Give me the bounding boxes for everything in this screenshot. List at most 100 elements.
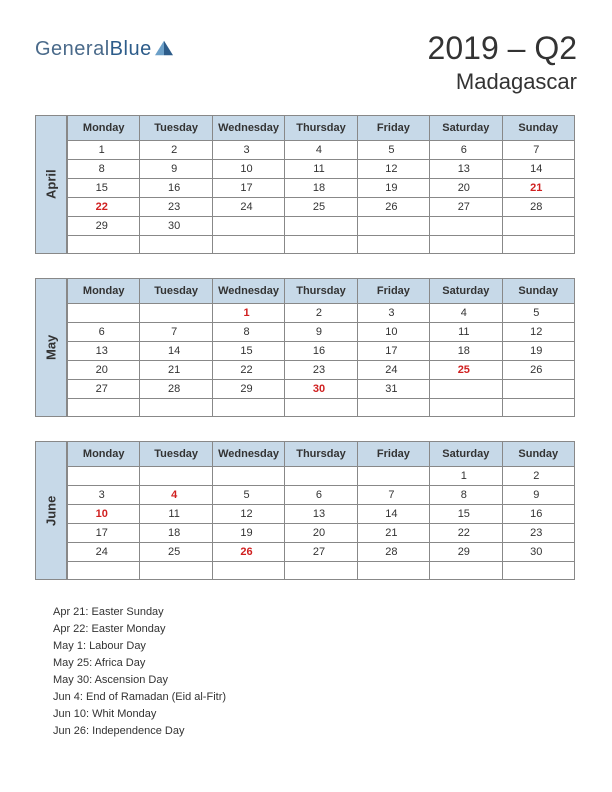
calendar-cell: 10 xyxy=(68,505,140,524)
calendar-cell xyxy=(430,562,502,580)
calendar-cell: 20 xyxy=(68,361,140,380)
calendar-cell: 19 xyxy=(502,342,574,361)
calendar-cell xyxy=(140,467,212,486)
calendar-cell: 21 xyxy=(357,524,429,543)
calendar-cell: 25 xyxy=(430,361,502,380)
calendar-cell: 17 xyxy=(68,524,140,543)
holiday-entry: Jun 26: Independence Day xyxy=(53,723,577,740)
calendar-cell: 5 xyxy=(502,304,574,323)
calendar-cell: 9 xyxy=(502,486,574,505)
logo: GeneralBlue xyxy=(35,30,173,61)
calendar-cell: 1 xyxy=(212,304,284,323)
calendar-cell: 20 xyxy=(430,179,502,198)
calendar-cell: 28 xyxy=(357,543,429,562)
page-subtitle: Madagascar xyxy=(428,69,577,95)
holiday-entry: Jun 10: Whit Monday xyxy=(53,706,577,723)
calendar-cell: 27 xyxy=(68,380,140,399)
calendar-cell: 14 xyxy=(357,505,429,524)
calendar-cell: 27 xyxy=(285,543,357,562)
calendar-cell: 5 xyxy=(357,141,429,160)
calendar-cell: 4 xyxy=(140,486,212,505)
calendar-cell: 3 xyxy=(68,486,140,505)
calendar-cell: 27 xyxy=(430,198,502,217)
calendar-cell: 6 xyxy=(430,141,502,160)
calendar-cell: 4 xyxy=(285,141,357,160)
calendar-cell: 16 xyxy=(502,505,574,524)
calendar-cell: 30 xyxy=(140,217,212,236)
calendar-cell: 23 xyxy=(285,361,357,380)
month-label: May xyxy=(35,278,67,417)
day-header: Monday xyxy=(68,279,140,304)
calendar-cell: 9 xyxy=(285,323,357,342)
header: GeneralBlue 2019 – Q2 Madagascar xyxy=(35,30,577,95)
calendar-cell: 29 xyxy=(212,380,284,399)
calendar-cell: 4 xyxy=(430,304,502,323)
calendar-row: 2728293031 xyxy=(68,380,575,399)
calendar-cell: 18 xyxy=(140,524,212,543)
calendar-cell xyxy=(285,236,357,254)
calendar-cell: 7 xyxy=(140,323,212,342)
calendar-cell: 8 xyxy=(68,160,140,179)
month-label: June xyxy=(35,441,67,580)
day-header: Saturday xyxy=(430,279,502,304)
calendar-cell: 30 xyxy=(285,380,357,399)
calendar-cell: 24 xyxy=(68,543,140,562)
calendar-cell: 11 xyxy=(140,505,212,524)
calendar-row: 13141516171819 xyxy=(68,342,575,361)
calendar-cell: 14 xyxy=(502,160,574,179)
calendar-table: MondayTuesdayWednesdayThursdayFridaySatu… xyxy=(67,441,575,580)
calendar-cell xyxy=(68,399,140,417)
calendar-cell: 19 xyxy=(357,179,429,198)
calendar-cell: 1 xyxy=(68,141,140,160)
calendar-row: 3456789 xyxy=(68,486,575,505)
calendar-cell xyxy=(68,562,140,580)
calendar-cell xyxy=(430,217,502,236)
calendar-cell: 24 xyxy=(357,361,429,380)
calendar-cell: 12 xyxy=(212,505,284,524)
calendar-cell xyxy=(357,562,429,580)
month-block: MayMondayTuesdayWednesdayThursdayFridayS… xyxy=(35,278,577,417)
month-block: AprilMondayTuesdayWednesdayThursdayFrida… xyxy=(35,115,577,254)
calendar-cell: 26 xyxy=(502,361,574,380)
calendar-cell: 28 xyxy=(140,380,212,399)
calendar-cell: 22 xyxy=(212,361,284,380)
day-header: Saturday xyxy=(430,442,502,467)
calendar-cell: 22 xyxy=(68,198,140,217)
calendar-cell: 30 xyxy=(502,543,574,562)
calendar-cell: 2 xyxy=(140,141,212,160)
calendar-cell: 15 xyxy=(212,342,284,361)
calendar-row: 12345 xyxy=(68,304,575,323)
day-header: Sunday xyxy=(502,116,574,141)
month-block: JuneMondayTuesdayWednesdayThursdayFriday… xyxy=(35,441,577,580)
calendar-cell xyxy=(502,217,574,236)
calendar-cell: 1 xyxy=(430,467,502,486)
calendar-cell: 11 xyxy=(430,323,502,342)
calendar-cell: 8 xyxy=(430,486,502,505)
calendar-cell xyxy=(502,236,574,254)
holiday-entry: May 25: Africa Day xyxy=(53,655,577,672)
calendar-cell: 18 xyxy=(430,342,502,361)
calendar-cell: 26 xyxy=(212,543,284,562)
day-header: Monday xyxy=(68,442,140,467)
calendar-cell: 6 xyxy=(285,486,357,505)
holidays-list: Apr 21: Easter SundayApr 22: Easter Mond… xyxy=(35,604,577,740)
calendar-row: 22232425262728 xyxy=(68,198,575,217)
day-header: Sunday xyxy=(502,442,574,467)
holiday-entry: May 1: Labour Day xyxy=(53,638,577,655)
calendar-cell xyxy=(430,399,502,417)
calendar-cell: 28 xyxy=(502,198,574,217)
calendar-cell: 2 xyxy=(285,304,357,323)
calendar-cell: 6 xyxy=(68,323,140,342)
day-header: Thursday xyxy=(285,442,357,467)
calendar-row: 15161718192021 xyxy=(68,179,575,198)
calendar-cell: 7 xyxy=(502,141,574,160)
day-header: Thursday xyxy=(285,116,357,141)
calendar-cell: 8 xyxy=(212,323,284,342)
calendar-cell: 15 xyxy=(430,505,502,524)
day-header: Tuesday xyxy=(140,279,212,304)
calendar-cell: 7 xyxy=(357,486,429,505)
calendar-cell: 13 xyxy=(68,342,140,361)
calendar-cell: 10 xyxy=(357,323,429,342)
calendar-cell: 23 xyxy=(140,198,212,217)
calendar-cell xyxy=(502,380,574,399)
